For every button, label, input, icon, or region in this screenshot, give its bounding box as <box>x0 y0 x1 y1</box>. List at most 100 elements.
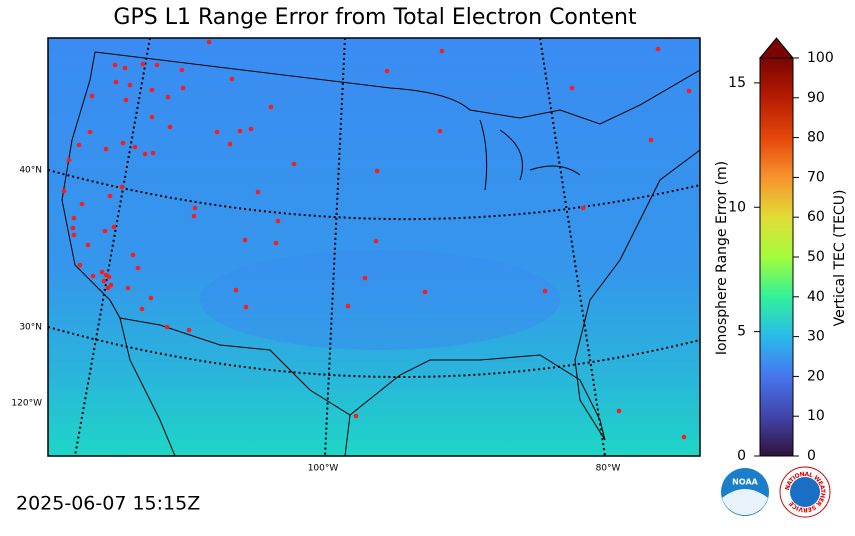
station <box>165 94 171 100</box>
station <box>439 48 445 54</box>
station <box>648 137 654 143</box>
station <box>61 188 67 194</box>
station <box>150 150 156 156</box>
station <box>233 287 239 293</box>
noaa-logo: NOAA <box>721 468 769 516</box>
station <box>681 434 687 440</box>
station <box>139 306 145 312</box>
range-tick-label: 0 <box>737 448 746 464</box>
borders <box>61 51 700 456</box>
station <box>149 114 155 120</box>
station <box>106 274 112 280</box>
station <box>127 82 133 88</box>
station <box>374 168 380 174</box>
station <box>89 93 95 99</box>
station <box>191 213 197 219</box>
station <box>99 269 105 275</box>
station <box>77 262 83 268</box>
station <box>140 61 146 67</box>
station <box>76 142 82 148</box>
station <box>119 184 125 190</box>
colorbar <box>759 57 794 457</box>
station <box>111 224 117 230</box>
station <box>214 129 220 135</box>
tec-field <box>48 38 700 456</box>
lon-label: 120°W <box>11 399 42 409</box>
tec-tick-label: 90 <box>807 90 825 106</box>
station <box>149 87 155 93</box>
station <box>542 288 548 294</box>
station <box>291 161 297 167</box>
station <box>142 151 148 157</box>
station <box>206 39 212 45</box>
station <box>179 67 185 73</box>
station <box>373 238 379 244</box>
station <box>164 324 170 330</box>
tec-tick-label: 80 <box>807 130 825 146</box>
station <box>268 104 274 110</box>
station <box>148 295 154 301</box>
station <box>655 46 661 52</box>
station <box>255 189 261 195</box>
station <box>122 65 128 71</box>
station <box>248 126 254 132</box>
station <box>103 146 109 152</box>
tec-tick-label: 30 <box>807 329 825 345</box>
station <box>384 68 390 74</box>
station <box>66 157 72 163</box>
station <box>101 278 107 284</box>
station <box>85 242 91 248</box>
lat-label: 40°N <box>19 166 42 176</box>
station <box>242 237 248 243</box>
range-tick-label: 15 <box>728 75 746 91</box>
station <box>180 85 186 91</box>
nws-logo: NATIONAL WEATHER SERVICE <box>779 466 831 518</box>
colorbar-extend <box>758 37 795 59</box>
tec-axis-label: Vertical TEC (TECU) <box>832 190 848 327</box>
map <box>48 38 700 456</box>
station <box>71 232 77 238</box>
station <box>362 275 368 281</box>
station <box>79 201 85 207</box>
station <box>616 408 622 414</box>
tec-tick-label: 20 <box>807 368 825 384</box>
lat-label: 30°N <box>19 323 42 333</box>
station <box>107 193 113 199</box>
stations <box>61 39 692 440</box>
station <box>130 252 136 258</box>
station <box>229 76 235 82</box>
station <box>108 282 114 288</box>
graticule <box>48 38 700 456</box>
tec-tick-label: 50 <box>807 249 825 265</box>
noaa-wave <box>722 489 768 516</box>
station <box>237 128 243 134</box>
station <box>243 304 249 310</box>
tec-region <box>200 250 560 350</box>
noaa-text: NOAA <box>732 478 758 487</box>
station <box>123 97 129 103</box>
range-axis-label: Ionosphere Range Error (m) <box>714 161 730 355</box>
station <box>87 129 93 135</box>
station <box>135 265 141 271</box>
station <box>125 285 131 291</box>
tec-tick-label: 10 <box>807 408 825 424</box>
station <box>345 303 351 309</box>
station <box>186 327 192 333</box>
tec-tick-label: 70 <box>807 169 825 185</box>
station <box>71 215 77 221</box>
station <box>437 128 443 134</box>
lon-label: 80°W <box>596 464 621 474</box>
timestamp: 2025-06-07 15:15Z <box>16 493 200 515</box>
station <box>422 289 428 295</box>
station <box>273 240 279 246</box>
station <box>353 413 359 419</box>
station <box>275 218 281 224</box>
station <box>192 205 198 211</box>
station <box>120 140 126 146</box>
station <box>686 88 692 94</box>
station <box>113 79 119 85</box>
station <box>132 144 138 150</box>
station <box>70 225 76 231</box>
tec-tick-label: 100 <box>807 50 834 66</box>
